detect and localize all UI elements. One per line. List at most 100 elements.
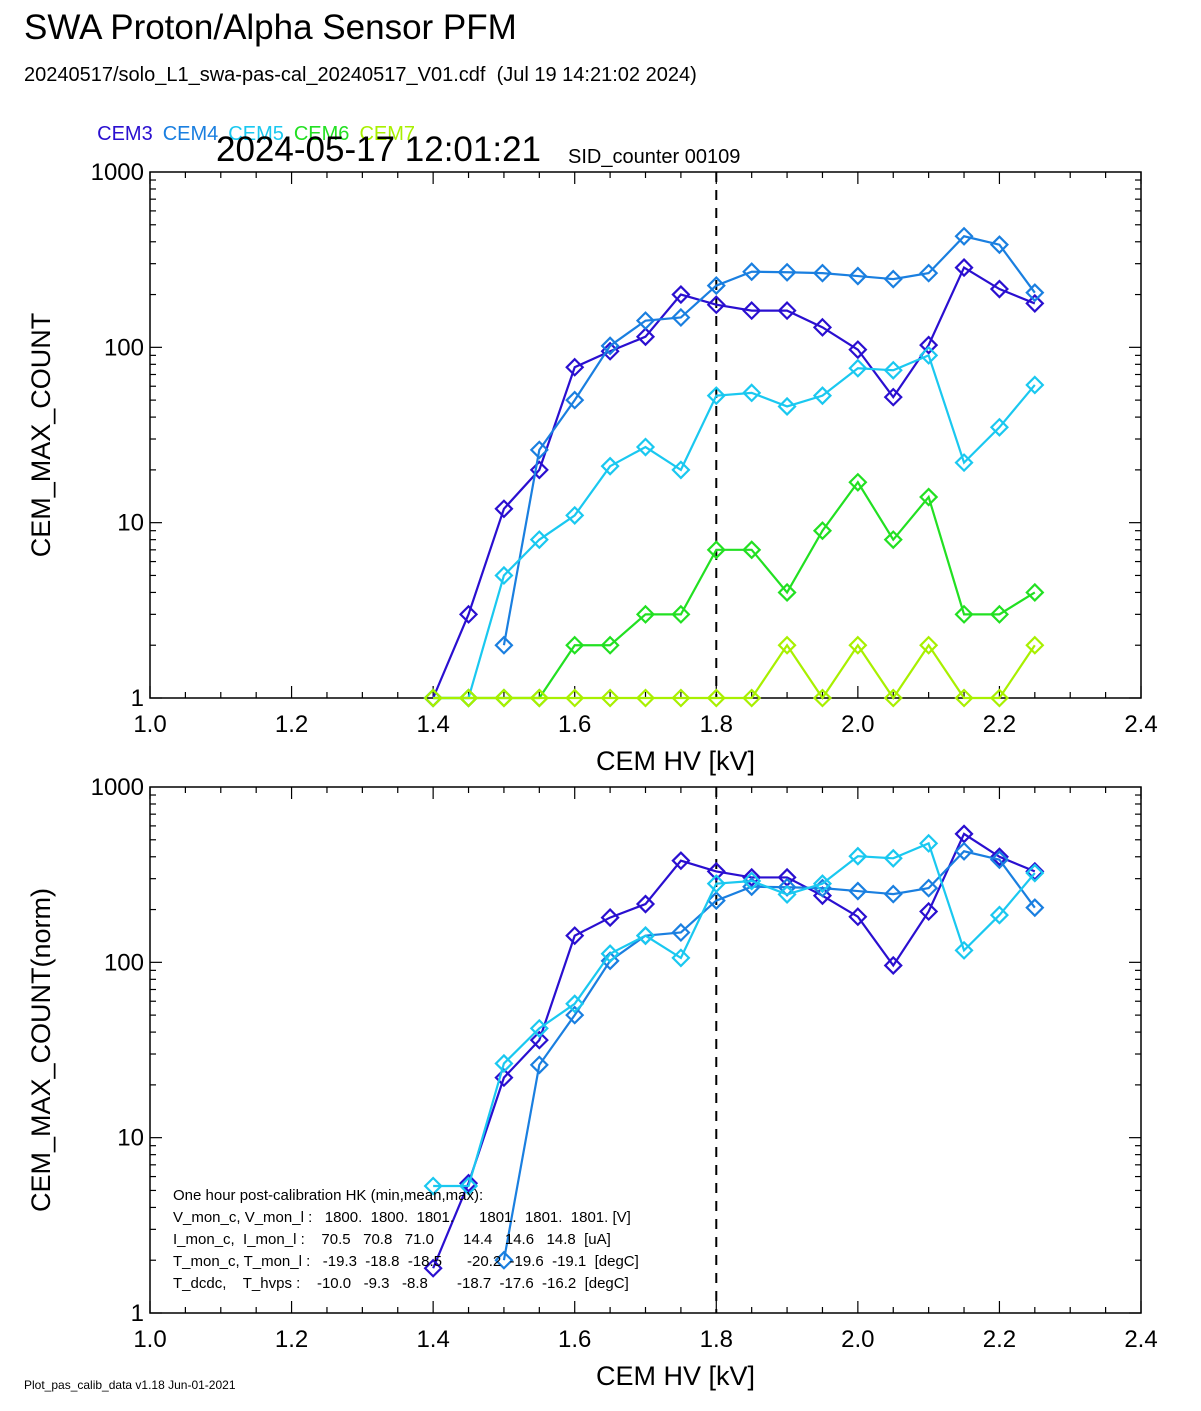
x-tick-label: 1.4 [416, 1326, 449, 1353]
series-line [433, 841, 1036, 1188]
data-point [848, 266, 868, 286]
data-point [812, 521, 833, 541]
data-point [671, 604, 691, 624]
data-point [848, 358, 868, 378]
x-tick-label: 1.2 [275, 1326, 308, 1353]
sid-counter: SID_counter 00109 [568, 146, 741, 168]
x-tick-label: 2.4 [1124, 711, 1157, 738]
hk-line: V_mon_c, V_mon_l : 1800. 1800. 1801. 180… [173, 1209, 631, 1226]
data-point [742, 867, 762, 887]
data-point [919, 878, 939, 898]
series-cem3 [423, 258, 1045, 708]
data-point [529, 1018, 549, 1038]
data-point [671, 922, 691, 943]
legend-item-cem3: CEM3 [97, 123, 153, 145]
hk-line: I_mon_c, I_mon_l : 70.5 70.8 71.0 14.4 1… [173, 1231, 611, 1248]
data-point [1025, 898, 1045, 918]
data-point [671, 460, 691, 480]
x-tick-label: 1.6 [558, 711, 591, 738]
data-point [848, 635, 868, 655]
data-point [458, 688, 479, 708]
data-point [989, 847, 1009, 867]
y-tick-label: 1 [131, 685, 144, 712]
y-axis-label: CEM_MAX_COUNT [26, 313, 56, 558]
x-tick-label: 1.4 [416, 711, 449, 738]
data-point [706, 295, 726, 315]
data-point [777, 582, 797, 602]
data-point [883, 848, 903, 868]
data-point [848, 881, 868, 901]
timestamp: 2024-05-17 12:01:21 [216, 130, 541, 169]
data-point [848, 340, 868, 360]
data-point [565, 390, 585, 410]
page-title: SWA Proton/Alpha Sensor PFM [24, 8, 517, 47]
data-point [635, 894, 656, 914]
data-point [954, 940, 974, 960]
x-axis-label: CEM HV [kV] [596, 1361, 755, 1391]
y-tick-label: 10 [117, 510, 144, 537]
hk-line: T_dcdc, T_hvps : -10.0 -9.3 -8.8 -18.7 -… [173, 1275, 629, 1292]
data-point [671, 688, 691, 708]
data-point [565, 994, 585, 1014]
series-line [433, 353, 1036, 700]
data-point [848, 846, 868, 866]
data-point [529, 1030, 549, 1050]
data-point [1025, 582, 1045, 602]
y-tick-label: 100 [104, 334, 144, 361]
series-line [433, 643, 1036, 700]
data-point [989, 688, 1009, 708]
data-point [742, 688, 762, 708]
data-point [989, 417, 1009, 437]
data-point [954, 258, 974, 278]
series-cem3 [423, 824, 1045, 1278]
data-point [989, 235, 1009, 255]
data-point [954, 226, 974, 246]
data-point [565, 635, 585, 655]
series-line [432, 832, 1036, 1269]
data-point [954, 604, 974, 624]
data-point [777, 884, 797, 904]
data-point [742, 383, 762, 403]
data-point [883, 360, 903, 380]
x-tick-label: 1.6 [558, 1326, 591, 1353]
data-point [848, 907, 868, 927]
x-tick-label: 1.0 [133, 1326, 166, 1353]
data-point [742, 871, 762, 891]
data-point [635, 311, 656, 331]
data-point [635, 437, 656, 457]
legend-item-cem7: CEM7 [359, 123, 416, 145]
data-point [1025, 861, 1045, 881]
data-point [529, 688, 549, 708]
data-point [635, 327, 656, 347]
data-point [565, 505, 585, 525]
series-cem4 [494, 841, 1045, 1270]
data-point [529, 530, 549, 550]
y-tick-label: 100 [104, 949, 144, 976]
data-point [600, 908, 620, 928]
series-line [433, 480, 1036, 700]
data-point [919, 487, 939, 507]
series-cem7 [423, 635, 1045, 708]
y-axis-label: CEM_MAX_COUNT(norm) [26, 888, 56, 1212]
hk-title: One hour post-calibration HK (min,mean,m… [173, 1187, 483, 1204]
data-point [1025, 283, 1045, 303]
data-point [600, 944, 620, 964]
x-tick-label: 1.8 [700, 1326, 733, 1353]
data-point [494, 688, 514, 708]
data-point [635, 604, 656, 624]
data-point [600, 951, 620, 971]
data-point [671, 284, 691, 305]
chart-1: 1.0 1.2 1.4 1.6 1.8 2.0 2.2 2.4 1 10 100 1000 CEM HV… [26, 159, 1158, 776]
data-point [777, 262, 797, 282]
series-cem5 [423, 833, 1045, 1196]
data-point [919, 833, 939, 853]
data-point [635, 926, 656, 946]
data-point [989, 279, 1009, 299]
x-tick-label: 2.4 [1124, 1326, 1157, 1353]
data-point [812, 886, 833, 906]
data-point [494, 1250, 514, 1270]
data-point [954, 453, 974, 473]
data-point [529, 440, 549, 460]
data-point [706, 688, 726, 708]
